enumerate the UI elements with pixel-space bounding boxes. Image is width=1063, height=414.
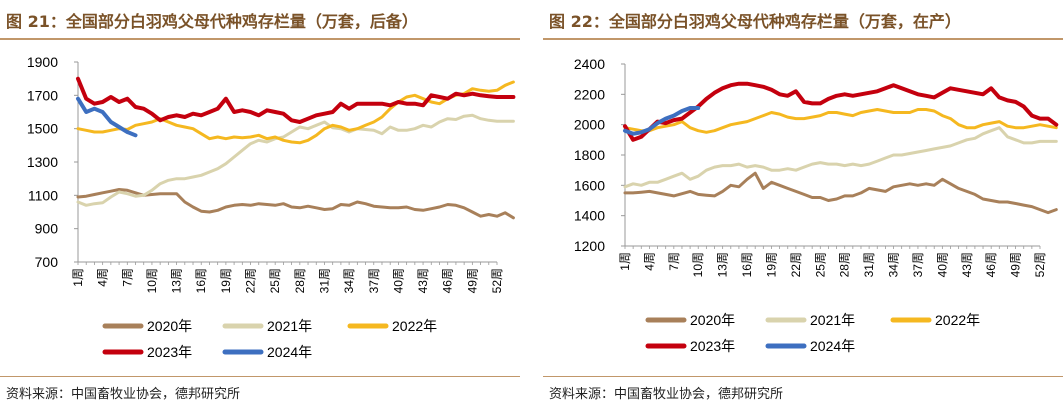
x-tick-label: 19周 xyxy=(764,252,778,277)
y-tick-label: 900 xyxy=(35,221,59,237)
legend-label-2021: 2021年 xyxy=(267,318,312,334)
source-divider xyxy=(0,376,520,377)
legend-label-2020: 2020年 xyxy=(690,312,735,328)
chart-panel-left: 图 21：全国部分白羽鸡父母代种鸡存栏量（万套，后备） 700 900 1100 13… xyxy=(0,0,520,414)
series-line-2020 xyxy=(76,188,515,220)
series-line-2024 xyxy=(76,96,138,138)
y-tick-label: 1400 xyxy=(574,208,605,224)
series-line-2021 xyxy=(76,113,515,207)
y-tick-label: 1600 xyxy=(574,177,605,193)
x-tick-label: 34周 xyxy=(887,252,901,277)
x-tick-label: 46周 xyxy=(984,252,998,277)
y-tick-label: 1200 xyxy=(574,238,605,254)
source-note: 资料来源：中国畜牧业协会，德邦研究所 xyxy=(6,387,241,402)
x-tick-label: 40周 xyxy=(391,268,405,293)
series-line-2024 xyxy=(623,106,701,136)
y-tick-label: 2000 xyxy=(574,117,605,133)
series-line-2022 xyxy=(623,108,1058,134)
legend-label-2022: 2022年 xyxy=(935,312,980,328)
x-tick-label: 46周 xyxy=(441,268,455,293)
x-tick-label: 34周 xyxy=(342,268,356,293)
x-tick-label: 43周 xyxy=(416,268,430,293)
x-tick-label: 43周 xyxy=(960,252,974,277)
y-tick-label: 1100 xyxy=(28,187,58,203)
x-tick-label: 28周 xyxy=(838,252,852,277)
x-tick-label: 13周 xyxy=(716,252,730,277)
x-tick-label: 40周 xyxy=(935,252,949,277)
x-tick-label: 4周 xyxy=(96,268,110,287)
x-tick-label: 31周 xyxy=(862,252,876,277)
legend-label-2023: 2023年 xyxy=(690,338,735,354)
legend-label-2022: 2022年 xyxy=(392,318,437,334)
y-tick-label: 1300 xyxy=(27,154,58,170)
x-tick-label: 49周 xyxy=(465,268,479,293)
x-tick-label: 13周 xyxy=(170,268,184,293)
series-line-2022 xyxy=(76,80,515,145)
x-tick-label: 25周 xyxy=(813,252,827,277)
source-divider xyxy=(543,376,1063,377)
x-tick-label: 10周 xyxy=(691,252,705,277)
legend-label-2023: 2023年 xyxy=(147,344,192,360)
x-tick-label: 22周 xyxy=(789,252,803,277)
legend-label-2020: 2020年 xyxy=(147,318,192,334)
x-tick-label: 52周 xyxy=(1033,252,1047,277)
legend-label-2021: 2021年 xyxy=(810,312,855,328)
y-tick-label: 700 xyxy=(35,254,59,270)
x-tick-label: 4周 xyxy=(642,252,656,271)
y-tick-label: 1700 xyxy=(27,87,58,103)
chart-title: 图 21：全国部分白羽鸡父母代种鸡存栏量（万套，后备） xyxy=(6,12,418,31)
source-note: 资料来源：中国畜牧业协会，德邦研究所 xyxy=(549,387,784,402)
x-tick-label: 31周 xyxy=(317,268,331,293)
series-line-2021 xyxy=(623,126,1058,189)
x-tick-label: 19周 xyxy=(219,268,233,293)
legend-label-2024: 2024年 xyxy=(810,338,855,354)
x-tick-label: 22周 xyxy=(244,268,258,293)
title-divider xyxy=(543,38,1063,40)
series-line-2020 xyxy=(623,171,1058,215)
x-tick-label: 37周 xyxy=(367,268,381,293)
legend-label-2024: 2024年 xyxy=(267,344,312,360)
x-tick-label: 10周 xyxy=(145,268,159,293)
y-tick-label: 1500 xyxy=(27,121,58,137)
x-tick-label: 25周 xyxy=(268,268,282,293)
x-tick-label: 49周 xyxy=(1009,252,1023,277)
x-tick-label: 1周 xyxy=(71,268,85,287)
x-tick-label: 28周 xyxy=(293,268,307,293)
y-tick-label: 2200 xyxy=(574,86,605,102)
line-chart: 700 900 1100 1300 1500 1700 1900 1周 4周 7周 10周 13周 16… xyxy=(27,54,516,360)
y-tick-label: 1800 xyxy=(574,147,605,163)
series-line-2023 xyxy=(76,76,516,124)
y-tick-label: 1900 xyxy=(27,54,58,70)
x-tick-label: 7周 xyxy=(120,268,134,287)
x-tick-label: 52周 xyxy=(490,268,504,293)
x-tick-label: 37周 xyxy=(911,252,925,277)
x-tick-label: 16周 xyxy=(194,268,208,293)
chart-title: 图 22：全国部分白羽鸡父母代种鸡存栏量（万套，在产） xyxy=(549,12,961,31)
x-tick-label: 16周 xyxy=(740,252,754,277)
line-chart: 1200 1400 1600 1800 2000 2200 2400 1周 4周 7周 10周 13周… xyxy=(574,56,1059,354)
y-tick-label: 2400 xyxy=(574,56,605,72)
x-tick-label: 1周 xyxy=(618,252,632,271)
chart-panel-right: 图 22：全国部分白羽鸡父母代种鸡存栏量（万套，在产） 1200 1400 1600… xyxy=(543,0,1063,414)
x-tick-label: 7周 xyxy=(667,252,681,271)
title-divider xyxy=(0,38,520,40)
